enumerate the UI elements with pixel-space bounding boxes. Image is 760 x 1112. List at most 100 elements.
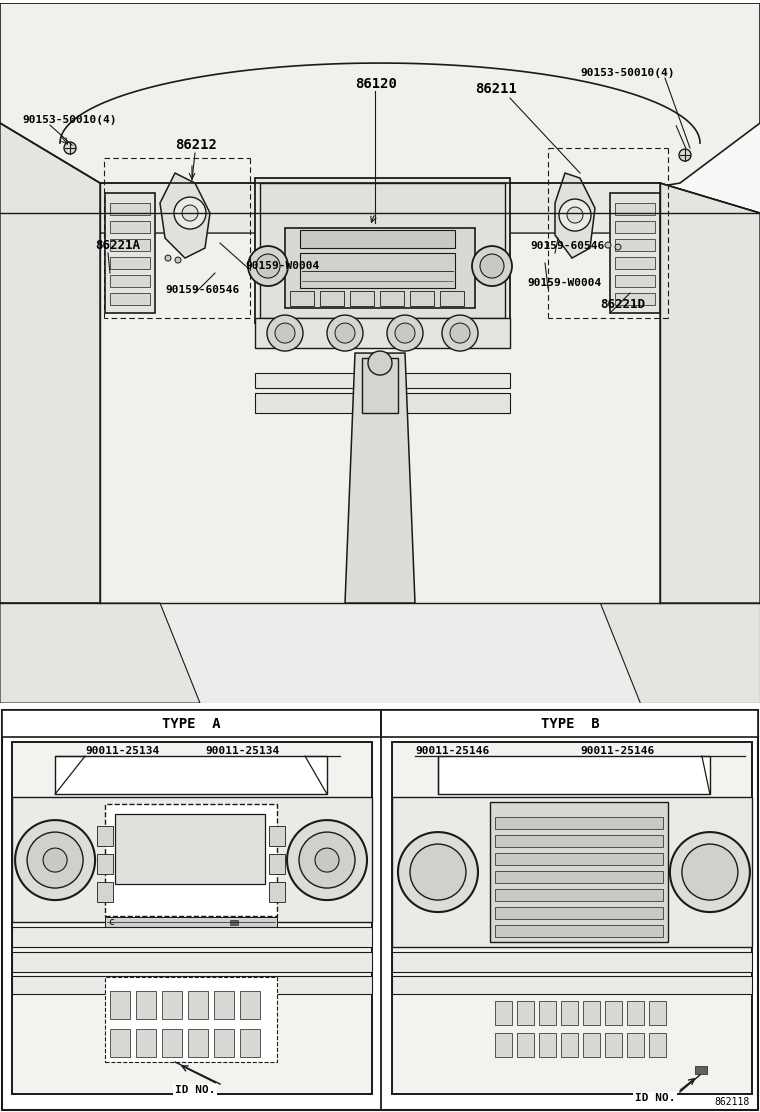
Circle shape <box>299 832 355 888</box>
Bar <box>605 1033 622 1058</box>
Bar <box>320 291 344 306</box>
Circle shape <box>679 149 691 161</box>
Circle shape <box>64 142 76 155</box>
Circle shape <box>559 199 591 231</box>
Bar <box>12 927 372 947</box>
Bar <box>392 952 752 972</box>
Bar <box>495 871 663 883</box>
Bar <box>615 294 655 305</box>
Bar <box>350 291 374 306</box>
Circle shape <box>165 255 171 261</box>
Text: 86120: 86120 <box>355 77 397 91</box>
Text: 90159-W0004: 90159-W0004 <box>527 278 601 288</box>
Circle shape <box>387 315 423 351</box>
Text: 86221A: 86221A <box>95 239 140 252</box>
Bar <box>290 291 314 306</box>
Bar <box>649 1001 666 1025</box>
Bar <box>269 854 285 874</box>
Bar <box>380 291 404 306</box>
Bar <box>110 257 150 269</box>
Bar <box>214 1029 234 1058</box>
Text: 90011-25134: 90011-25134 <box>85 746 160 756</box>
Polygon shape <box>345 354 415 603</box>
Circle shape <box>395 324 415 344</box>
Circle shape <box>335 324 355 344</box>
Polygon shape <box>660 183 760 603</box>
Bar <box>495 925 663 937</box>
Circle shape <box>442 315 478 351</box>
Bar <box>615 203 655 215</box>
Circle shape <box>567 207 583 224</box>
Text: ID NO.: ID NO. <box>635 1093 675 1103</box>
Bar <box>695 1066 707 1074</box>
Bar <box>583 1001 600 1025</box>
Bar <box>495 835 663 847</box>
Text: TYPE  A: TYPE A <box>162 717 220 731</box>
Bar <box>136 1029 156 1058</box>
Bar <box>539 1001 556 1025</box>
Circle shape <box>15 820 95 900</box>
Bar <box>110 203 150 215</box>
Circle shape <box>450 324 470 344</box>
Circle shape <box>174 197 206 229</box>
Text: 90011-25146: 90011-25146 <box>415 746 489 756</box>
Circle shape <box>605 242 611 248</box>
Polygon shape <box>600 603 760 703</box>
Bar <box>605 1001 622 1025</box>
Bar <box>188 991 208 1019</box>
Bar <box>392 797 752 947</box>
Bar <box>517 1033 534 1058</box>
Circle shape <box>175 257 181 264</box>
Bar <box>255 373 510 388</box>
Bar <box>561 1033 578 1058</box>
Polygon shape <box>160 173 210 258</box>
Bar <box>615 257 655 269</box>
Bar <box>495 1033 512 1058</box>
Bar <box>269 826 285 846</box>
Bar <box>392 742 752 1094</box>
Bar <box>362 358 398 413</box>
Bar <box>105 193 155 314</box>
Bar <box>12 742 372 1094</box>
Polygon shape <box>0 3 760 214</box>
Text: 862118: 862118 <box>714 1098 750 1108</box>
Bar <box>300 254 455 288</box>
Circle shape <box>182 205 198 221</box>
Bar <box>110 239 150 251</box>
Bar <box>110 294 150 305</box>
Bar <box>410 291 434 306</box>
Bar <box>188 1029 208 1058</box>
Bar <box>0 603 760 703</box>
Circle shape <box>480 254 504 278</box>
Text: TYPE  B: TYPE B <box>540 717 599 731</box>
Bar <box>162 1029 182 1058</box>
Bar <box>136 991 156 1019</box>
Circle shape <box>248 246 288 286</box>
Text: 86221D: 86221D <box>600 298 645 311</box>
Bar <box>55 756 327 794</box>
Text: 86211: 86211 <box>475 82 517 96</box>
Bar <box>97 854 113 874</box>
Bar <box>615 221 655 234</box>
Bar <box>12 797 372 922</box>
Polygon shape <box>0 603 200 703</box>
Text: ID NO.: ID NO. <box>175 1085 215 1095</box>
Bar <box>561 1001 578 1025</box>
Bar <box>115 814 265 884</box>
Polygon shape <box>555 173 595 258</box>
Circle shape <box>275 324 295 344</box>
Bar <box>97 882 113 902</box>
Bar <box>495 1001 512 1025</box>
Bar <box>490 802 668 942</box>
Circle shape <box>472 246 512 286</box>
Bar <box>240 1029 260 1058</box>
Bar <box>440 291 464 306</box>
Text: 90153-50010(4): 90153-50010(4) <box>22 115 116 125</box>
Bar <box>649 1033 666 1058</box>
Circle shape <box>615 244 621 250</box>
Bar <box>105 977 277 1062</box>
Circle shape <box>287 820 367 900</box>
Bar <box>260 183 505 318</box>
Bar <box>230 920 238 925</box>
Text: 90159-W0004: 90159-W0004 <box>245 261 319 271</box>
